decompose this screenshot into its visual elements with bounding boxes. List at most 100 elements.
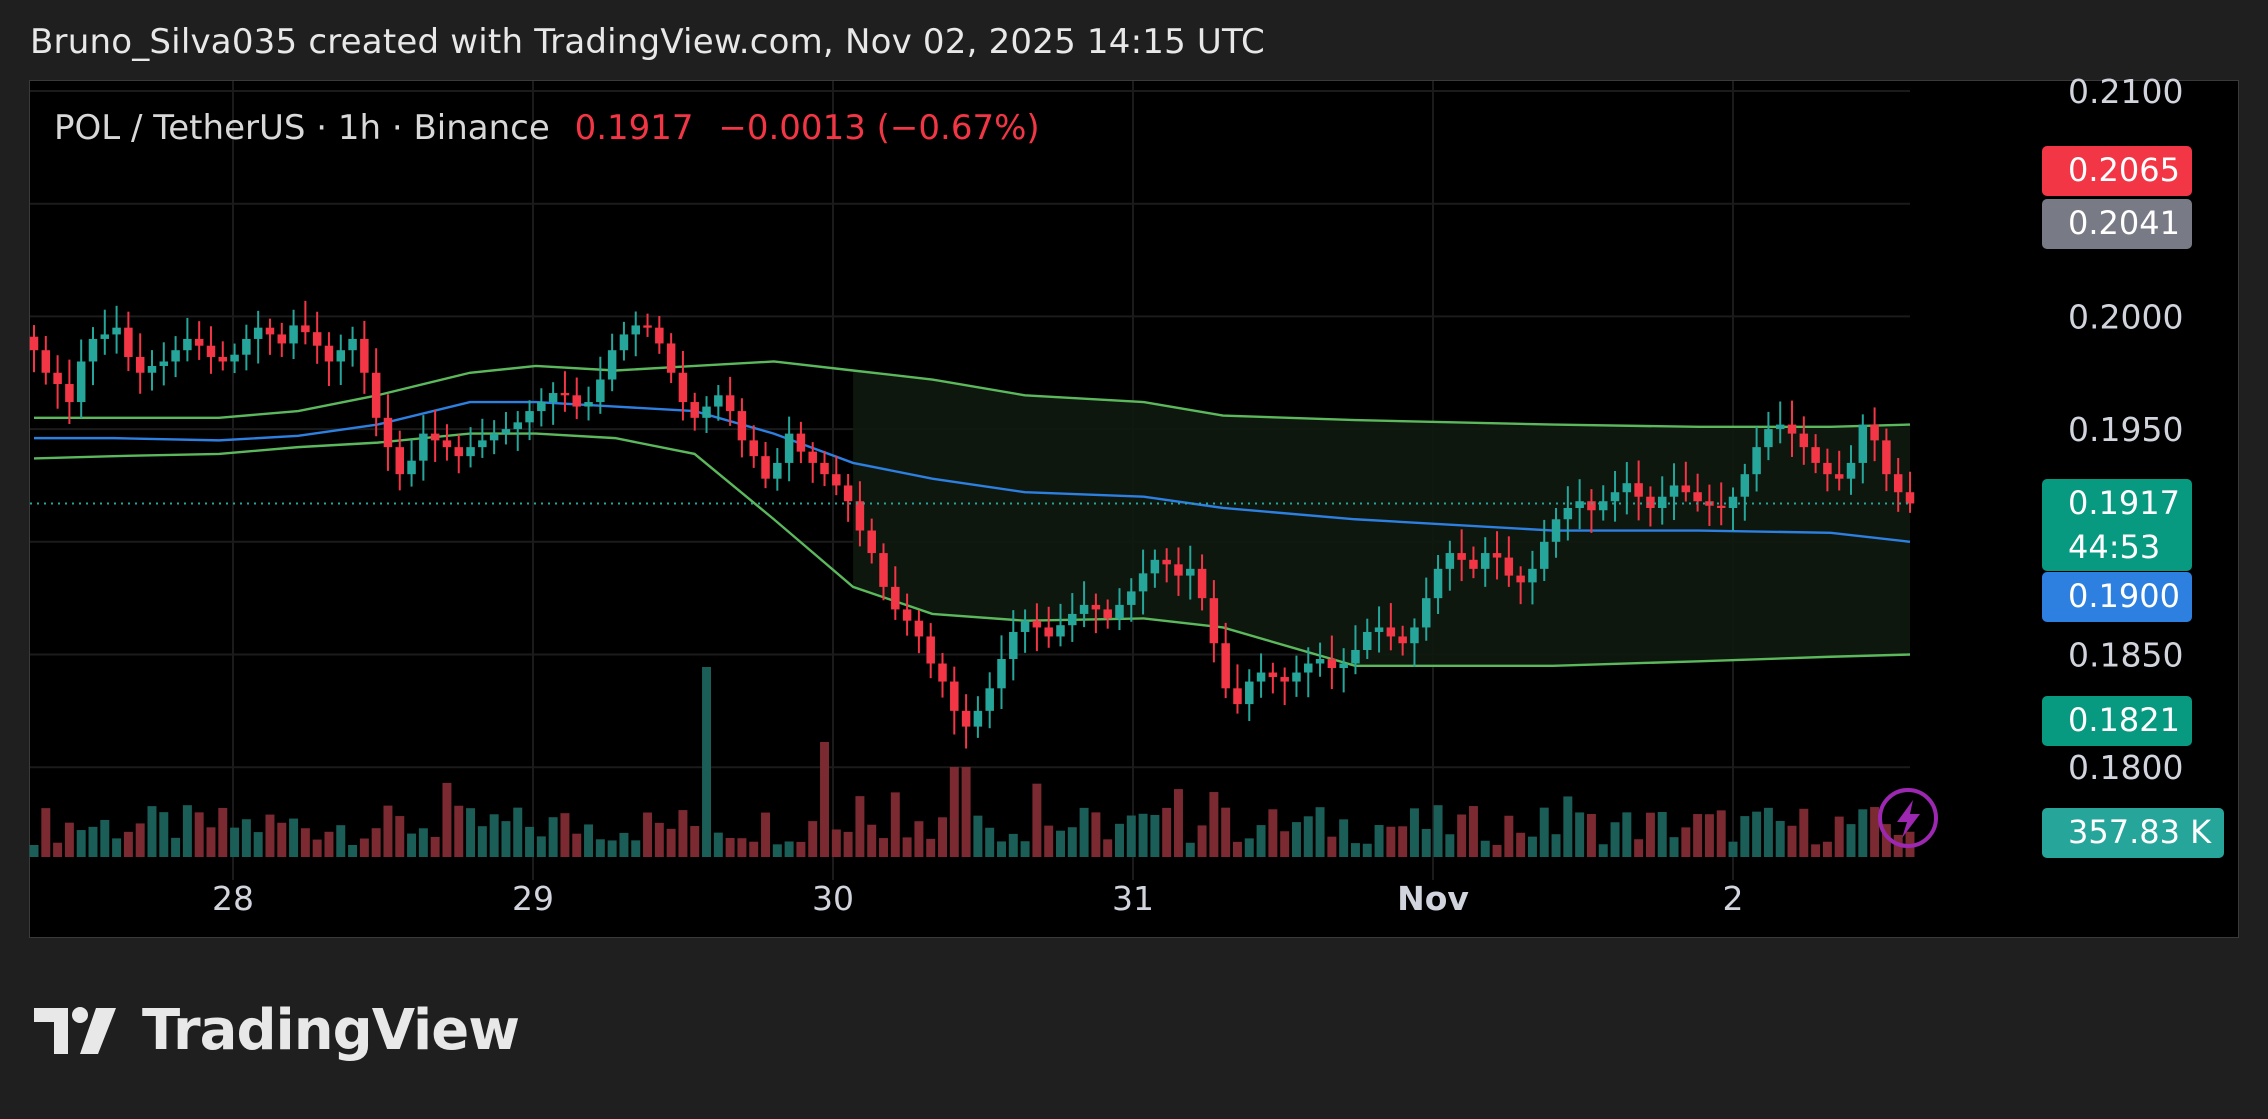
candle-body bbox=[1245, 681, 1254, 705]
lower-band-line bbox=[33, 432, 1911, 667]
candle-body bbox=[1775, 424, 1785, 430]
candle-body bbox=[1870, 424, 1879, 441]
volume-bar bbox=[1822, 841, 1832, 857]
candle-body bbox=[808, 451, 817, 463]
volume-bar bbox=[1138, 813, 1148, 857]
candle-body bbox=[1693, 492, 1702, 502]
lightning-icon[interactable] bbox=[1878, 788, 1938, 848]
candle-body bbox=[312, 332, 322, 346]
candle-body bbox=[714, 395, 723, 407]
volume-bar bbox=[949, 767, 959, 857]
candle-body bbox=[112, 327, 121, 335]
candle-body bbox=[1398, 636, 1407, 644]
y-tick-label: 0.1800 bbox=[2068, 748, 2183, 787]
candle-body bbox=[1032, 620, 1042, 628]
volume-bar bbox=[855, 796, 865, 857]
candle-body bbox=[135, 356, 145, 373]
volume-bar bbox=[64, 822, 74, 857]
volume-bar bbox=[76, 830, 86, 857]
volume-bar bbox=[1858, 809, 1868, 857]
candle-body bbox=[41, 350, 51, 373]
candle-body bbox=[537, 402, 546, 412]
volume-bar bbox=[1091, 812, 1101, 857]
candle-body bbox=[1799, 433, 1809, 448]
volume-bar bbox=[525, 826, 535, 857]
candle-body bbox=[584, 402, 593, 407]
candle-body bbox=[1728, 496, 1738, 508]
volume-bar bbox=[560, 813, 570, 857]
volume-bar bbox=[690, 826, 700, 857]
volume-bar bbox=[572, 833, 582, 857]
volume-bar bbox=[1728, 841, 1738, 857]
candle-body bbox=[242, 338, 251, 355]
band-fill bbox=[853, 370, 1910, 666]
volume-bar bbox=[1197, 825, 1207, 857]
volume-bar bbox=[1799, 808, 1809, 857]
volume-bar bbox=[194, 812, 204, 857]
candle-body bbox=[419, 433, 428, 461]
volume-bar bbox=[1468, 806, 1478, 857]
volume-bar bbox=[348, 844, 358, 857]
candle-body bbox=[1823, 462, 1832, 475]
volume-bar bbox=[1044, 825, 1054, 857]
candle-body bbox=[938, 663, 947, 682]
candle-body bbox=[1044, 627, 1053, 637]
candle-body bbox=[53, 372, 62, 385]
candle-body bbox=[1705, 501, 1714, 506]
candle-body bbox=[1669, 485, 1679, 497]
chart-attribution: Bruno_Silva035 created with TradingView.… bbox=[30, 22, 1265, 62]
candle-body bbox=[194, 338, 204, 346]
candle-body bbox=[1068, 613, 1077, 626]
candle-body bbox=[1315, 659, 1325, 664]
candle-body bbox=[1268, 672, 1278, 678]
bar-countdown: 44:53 bbox=[2068, 528, 2161, 566]
candle-body bbox=[230, 354, 239, 362]
volume-bar bbox=[1516, 832, 1526, 857]
volume-bar bbox=[890, 792, 900, 857]
candle-body bbox=[1127, 591, 1136, 605]
brand-name: TradingView bbox=[142, 998, 520, 1063]
candle-body bbox=[124, 327, 133, 357]
volume-bar bbox=[442, 782, 452, 857]
volume-bar bbox=[1846, 824, 1856, 857]
volume-bar bbox=[112, 838, 122, 857]
volume-bar bbox=[973, 815, 983, 857]
volume-bar bbox=[1386, 826, 1396, 857]
volume-bar bbox=[359, 838, 369, 857]
candle-body bbox=[147, 365, 157, 373]
candle-body bbox=[1162, 559, 1171, 565]
volume-bar bbox=[336, 825, 346, 857]
candle-body bbox=[1056, 625, 1065, 637]
volume-bar bbox=[1610, 822, 1620, 857]
candle-body bbox=[1256, 672, 1266, 682]
candle-body bbox=[914, 620, 924, 637]
candle-body bbox=[1079, 604, 1089, 614]
volume-bar bbox=[230, 827, 240, 857]
candle-body bbox=[501, 429, 511, 434]
symbol-label: POL / TetherUS · 1h · Binance bbox=[54, 108, 550, 148]
volume-bar bbox=[1079, 807, 1089, 857]
candle-body bbox=[1893, 474, 1903, 493]
candle-body bbox=[1610, 492, 1620, 502]
volume-bar bbox=[324, 831, 334, 857]
volume-bar bbox=[395, 816, 405, 857]
volume-bar bbox=[206, 827, 216, 857]
volume-bar bbox=[1209, 792, 1219, 857]
x-tick-label: 29 bbox=[512, 879, 554, 918]
volume-bar bbox=[796, 841, 806, 857]
price-tag-high: 0.2065 bbox=[2042, 146, 2192, 196]
volume-bar bbox=[584, 824, 594, 857]
volume-bar bbox=[1303, 816, 1313, 857]
volume-bar bbox=[1067, 827, 1077, 857]
volume-bar bbox=[879, 838, 888, 857]
volume-bar bbox=[1185, 842, 1195, 857]
volume-bar bbox=[1020, 841, 1030, 857]
candle-body bbox=[525, 411, 534, 423]
volume-bar bbox=[513, 807, 523, 857]
candle-body bbox=[1422, 598, 1431, 628]
last-price: 0.1917 bbox=[574, 108, 694, 148]
volume-bar bbox=[1575, 812, 1585, 857]
tradingview-logo[interactable]: TradingView bbox=[34, 998, 520, 1063]
price-tag-previous: 0.2041 bbox=[2042, 199, 2192, 249]
